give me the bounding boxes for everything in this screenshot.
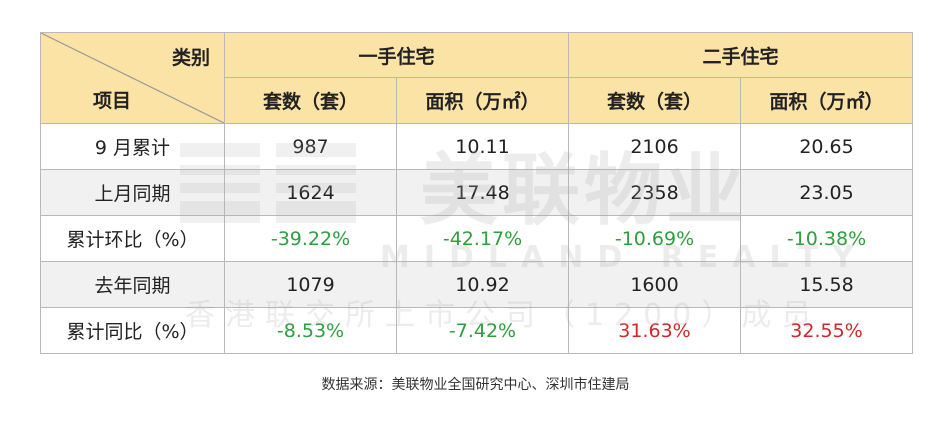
col-header-new-units: 套数（套） bbox=[224, 77, 397, 124]
row-label: 累计同比（%） bbox=[40, 307, 225, 354]
row-label: 9 月累计 bbox=[40, 123, 225, 170]
cell-second-units: 1600 bbox=[568, 261, 742, 308]
cell-new-area: -7.42% bbox=[395, 307, 570, 354]
cell-new-units: 1079 bbox=[224, 261, 397, 308]
row-label: 累计环比（%） bbox=[40, 215, 225, 262]
header-row-groups: 类别 项目 一手住宅 二手住宅 bbox=[40, 32, 914, 124]
group-header-second-housing: 二手住宅 bbox=[568, 32, 914, 78]
data-source-note: 数据来源：美联物业全国研究中心、深圳市住建局 bbox=[321, 377, 630, 393]
table-row: 9 月累计 987 10.11 2106 20.65 bbox=[40, 123, 914, 170]
col-header-second-units: 套数（套） bbox=[568, 77, 742, 124]
cell-second-area: 23.05 bbox=[740, 169, 914, 216]
col-header-second-area: 面积（万㎡） bbox=[740, 77, 914, 124]
corner-category-label: 类别 bbox=[171, 47, 210, 69]
table-row: 去年同期 1079 10.92 1600 15.58 bbox=[40, 261, 914, 308]
cell-second-area: 15.58 bbox=[740, 261, 914, 308]
row-label: 上月同期 bbox=[40, 169, 225, 216]
cell-second-area: 20.65 bbox=[740, 123, 914, 170]
corner-cell: 类别 项目 bbox=[40, 32, 225, 124]
cell-new-area: 10.92 bbox=[395, 261, 570, 308]
cell-second-units: 2358 bbox=[568, 169, 742, 216]
row-label: 去年同期 bbox=[40, 261, 225, 308]
table-row: 上月同期 1624 17.48 2358 23.05 bbox=[40, 169, 914, 216]
cell-second-area: -10.38% bbox=[740, 215, 914, 262]
cell-second-units: 31.63% bbox=[568, 307, 742, 354]
cell-new-units: 1624 bbox=[224, 169, 397, 216]
col-header-new-area: 面积（万㎡） bbox=[395, 77, 570, 124]
corner-diagonal-line bbox=[41, 33, 224, 123]
cell-new-units: 987 bbox=[224, 123, 397, 170]
cell-new-area: -42.17% bbox=[395, 215, 570, 262]
cell-new-units: -39.22% bbox=[224, 215, 397, 262]
cell-second-units: -10.69% bbox=[568, 215, 742, 262]
cell-new-area: 17.48 bbox=[395, 169, 570, 216]
group-header-new-housing: 一手住宅 bbox=[223, 32, 570, 78]
cell-second-units: 2106 bbox=[568, 123, 742, 170]
cell-second-area: 32.55% bbox=[740, 307, 914, 354]
cell-new-units: -8.53% bbox=[224, 307, 397, 354]
stats-table: 类别 项目 一手住宅 二手住宅 套数（套） 面积（万㎡） 套数（套） 面积（万㎡… bbox=[40, 32, 914, 354]
corner-item-label: 项目 bbox=[93, 90, 132, 112]
cell-new-area: 10.11 bbox=[395, 123, 570, 170]
table-row: 累计环比（%） -39.22% -42.17% -10.69% -10.38% bbox=[40, 215, 914, 262]
table-row: 累计同比（%） -8.53% -7.42% 31.63% 32.55% bbox=[40, 307, 914, 354]
